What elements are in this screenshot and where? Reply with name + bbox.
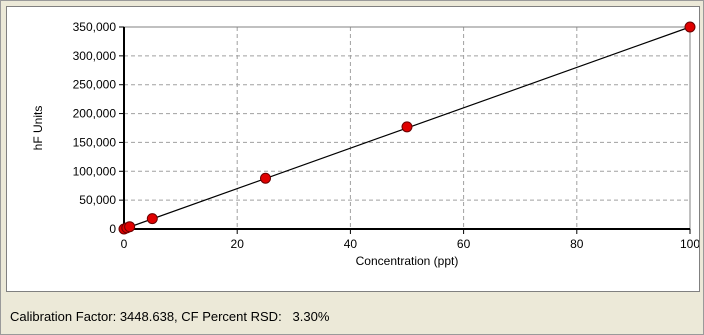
calibration-chart-panel: 0 50,000 100,000 150,000 200,000 250,000 300,0…: [6, 6, 700, 292]
y-tick-label: 250,000: [73, 78, 117, 92]
y-tick-label: 150,000: [73, 135, 117, 149]
data-point: [401, 121, 413, 133]
y-tick-label: 0: [109, 222, 116, 236]
y-tick-label: 300,000: [73, 49, 117, 63]
calibration-footer: Calibration Factor: 3448.638, CF Percent…: [10, 309, 329, 324]
x-tick-label: 40: [344, 237, 358, 251]
data-point: [260, 172, 271, 184]
y-tick-label: 100,000: [73, 164, 117, 178]
x-tick-label: 0: [121, 237, 128, 251]
calibration-factor-text: Calibration Factor: 3448.638, CF Percent…: [10, 309, 282, 324]
x-tick-label: 20: [231, 237, 245, 251]
cf-percent-rsd-value: 3.30%: [292, 309, 330, 324]
y-tick-label: 350,000: [73, 20, 117, 34]
y-tick-label: 50,000: [79, 193, 116, 207]
x-axis-title: Concentration (ppt): [356, 254, 459, 268]
data-point: [146, 213, 158, 225]
x-tick-label: 100: [680, 237, 699, 251]
y-tick-label: 200,000: [73, 107, 117, 121]
x-tick-label: 80: [570, 237, 584, 251]
y-axis-title: hF Units: [31, 106, 45, 151]
x-tick-label: 60: [457, 237, 471, 251]
data-point: [124, 221, 136, 233]
calibration-chart: 0 50,000 100,000 150,000 200,000 250,000 300,0…: [31, 20, 699, 268]
data-point: [684, 21, 696, 33]
